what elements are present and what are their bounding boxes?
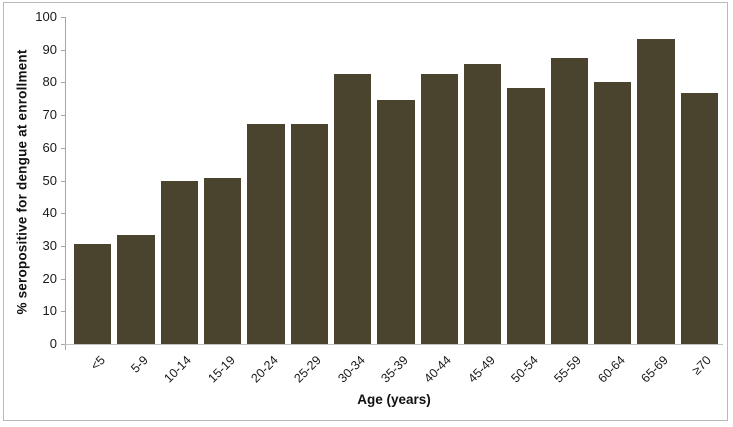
y-tick-label: 30 xyxy=(42,238,57,253)
y-tick-label: 0 xyxy=(49,336,57,351)
bar-55-59 xyxy=(550,58,588,344)
y-axis-tick xyxy=(61,279,65,280)
y-tick-label: 80 xyxy=(42,74,57,89)
bar-50-54 xyxy=(507,88,545,344)
y-tick-label: 90 xyxy=(42,42,57,57)
y-tick-label: 100 xyxy=(35,9,57,24)
bar-60-64 xyxy=(594,82,632,344)
bar-10-14 xyxy=(160,181,198,344)
bar-40-44 xyxy=(420,74,458,344)
bar-<5 xyxy=(74,244,112,344)
y-tick-label: 70 xyxy=(42,107,57,122)
y-axis-tick xyxy=(61,17,65,18)
y-tick-label: 10 xyxy=(42,303,57,318)
bar-65-69 xyxy=(637,39,675,344)
y-axis-tick xyxy=(61,246,65,247)
bar-20-24 xyxy=(247,123,285,344)
y-tick-label: 20 xyxy=(42,271,57,286)
bar-5-9 xyxy=(117,235,155,344)
bar-15-19 xyxy=(204,177,242,344)
y-axis-tick xyxy=(61,50,65,51)
y-axis-tick xyxy=(61,82,65,83)
plot-area xyxy=(65,17,723,344)
bar-≥70 xyxy=(680,92,718,344)
y-axis-tick xyxy=(61,344,65,345)
bar-35-39 xyxy=(377,100,415,344)
y-axis-tick xyxy=(61,115,65,116)
y-axis-line xyxy=(65,17,66,350)
y-axis-tick xyxy=(61,148,65,149)
y-tick-label: 40 xyxy=(42,205,57,220)
y-axis-tick xyxy=(61,213,65,214)
x-axis-baseline xyxy=(65,344,723,345)
y-tick-label: 50 xyxy=(42,173,57,188)
bar-30-34 xyxy=(334,73,372,344)
bar-45-49 xyxy=(464,64,502,344)
x-axis-title: Age (years) xyxy=(357,392,431,407)
y-axis-tick xyxy=(61,181,65,182)
bar-25-29 xyxy=(290,123,328,344)
y-tick-label: 60 xyxy=(42,140,57,155)
y-axis-tick xyxy=(61,311,65,312)
